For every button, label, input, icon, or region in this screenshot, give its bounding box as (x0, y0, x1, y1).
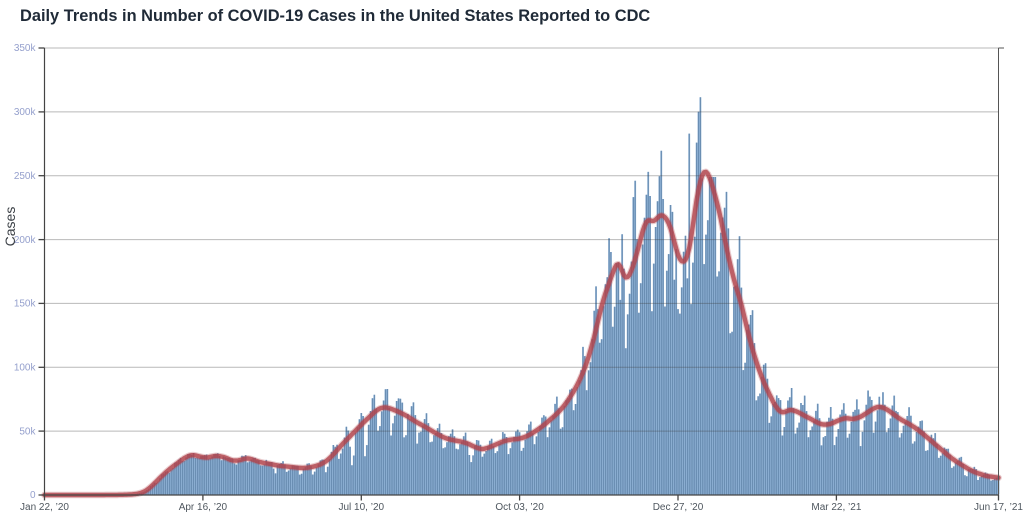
svg-text:Oct 03, ’20: Oct 03, ’20 (495, 502, 544, 513)
svg-text:300k: 300k (14, 107, 37, 118)
svg-text:Jan 22, ’20: Jan 22, ’20 (20, 502, 69, 513)
svg-text:100k: 100k (14, 363, 37, 374)
svg-text:250k: 250k (14, 171, 37, 182)
svg-text:200k: 200k (14, 235, 37, 246)
svg-text:0: 0 (30, 490, 36, 501)
svg-text:150k: 150k (14, 299, 37, 310)
svg-text:Apr 16, ’20: Apr 16, ’20 (179, 502, 228, 513)
svg-text:Cases: Cases (2, 207, 18, 247)
svg-text:50k: 50k (19, 426, 36, 437)
svg-text:Daily Trends in Number of COVI: Daily Trends in Number of COVID-19 Cases… (20, 7, 650, 25)
svg-text:Mar 22, ’21: Mar 22, ’21 (811, 502, 861, 513)
svg-text:Jul 10, ’20: Jul 10, ’20 (339, 502, 385, 513)
svg-text:Jun 17, ’21: Jun 17, ’21 (974, 502, 1023, 513)
svg-text:Dec 27, ’20: Dec 27, ’20 (653, 502, 704, 513)
svg-text:350k: 350k (14, 43, 37, 54)
